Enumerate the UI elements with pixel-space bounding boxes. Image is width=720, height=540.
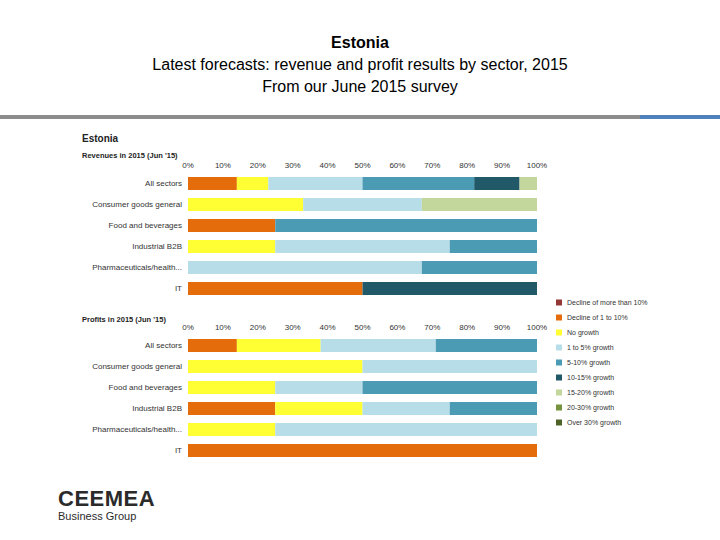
svg-text:80%: 80%	[459, 323, 475, 332]
html-text:CEEMEA: CEEMEA	[58, 486, 156, 511]
svg-text:All sectors: All sectors	[145, 179, 182, 188]
svg-text:100%: 100%	[527, 323, 547, 332]
svg-text:Pharmaceuticals/health...: Pharmaceuticals/health...	[92, 263, 182, 272]
html-text:Business Group: Business Group	[58, 510, 137, 522]
svg-text:20%: 20%	[250, 161, 266, 170]
svg-text:30%: 30%	[285, 161, 301, 170]
svg-text:70%: 70%	[424, 323, 440, 332]
html-text:Latest forecasts: revenue and: Latest forecasts: revenue and profit res…	[152, 56, 568, 73]
svg-text:70%: 70%	[424, 161, 440, 170]
svg-text:Food and beverages: Food and beverages	[109, 383, 182, 392]
svg-text:60%: 60%	[389, 161, 405, 170]
html-text:Estonia: Estonia	[331, 34, 389, 51]
svg-text:100%: 100%	[527, 161, 547, 170]
svg-text:Decline of more than 10%: Decline of more than 10%	[567, 299, 648, 306]
svg-text:5-10% growth: 5-10% growth	[567, 359, 610, 367]
svg-text:IT: IT	[175, 446, 182, 455]
svg-text:80%: 80%	[459, 161, 475, 170]
svg-text:0%: 0%	[182, 323, 194, 332]
svg-text:10%: 10%	[215, 161, 231, 170]
svg-text:0%: 0%	[182, 161, 194, 170]
svg-text:Revenues in 2015 (Jun '15): Revenues in 2015 (Jun '15)	[82, 151, 178, 160]
svg-text:50%: 50%	[354, 323, 370, 332]
svg-text:Food and beverages: Food and beverages	[109, 221, 182, 230]
svg-text:Consumer goods general: Consumer goods general	[92, 362, 182, 371]
svg-text:Profits in 2015 (Jun '15): Profits in 2015 (Jun '15)	[82, 315, 166, 324]
svg-text:15-20% growth: 15-20% growth	[567, 389, 614, 397]
svg-text:90%: 90%	[494, 323, 510, 332]
svg-text:50%: 50%	[354, 161, 370, 170]
html-text:From our June 2015 survey: From our June 2015 survey	[262, 78, 458, 95]
svg-text:Over 30% growth: Over 30% growth	[567, 419, 621, 427]
svg-text:Industrial B2B: Industrial B2B	[132, 242, 182, 251]
svg-text:30%: 30%	[285, 323, 301, 332]
svg-text:Pharmaceuticals/health...: Pharmaceuticals/health...	[92, 425, 182, 434]
svg-text:10%: 10%	[215, 323, 231, 332]
svg-text:IT: IT	[175, 284, 182, 293]
svg-text:1 to 5% growth: 1 to 5% growth	[567, 344, 614, 352]
svg-text:All sectors: All sectors	[145, 341, 182, 350]
svg-text:No growth: No growth	[567, 329, 599, 337]
svg-text:Consumer goods general: Consumer goods general	[92, 200, 182, 209]
svg-text:40%: 40%	[320, 161, 336, 170]
svg-text:20-30% growth: 20-30% growth	[567, 404, 614, 412]
svg-text:40%: 40%	[320, 323, 336, 332]
svg-text:Decline of 1 to 10%: Decline of 1 to 10%	[567, 314, 628, 321]
svg-text:90%: 90%	[494, 161, 510, 170]
svg-text:Estonia: Estonia	[82, 133, 119, 144]
svg-text:Industrial B2B: Industrial B2B	[132, 404, 182, 413]
svg-text:60%: 60%	[389, 323, 405, 332]
svg-text:10-15% growth: 10-15% growth	[567, 374, 614, 382]
svg-text:20%: 20%	[250, 323, 266, 332]
